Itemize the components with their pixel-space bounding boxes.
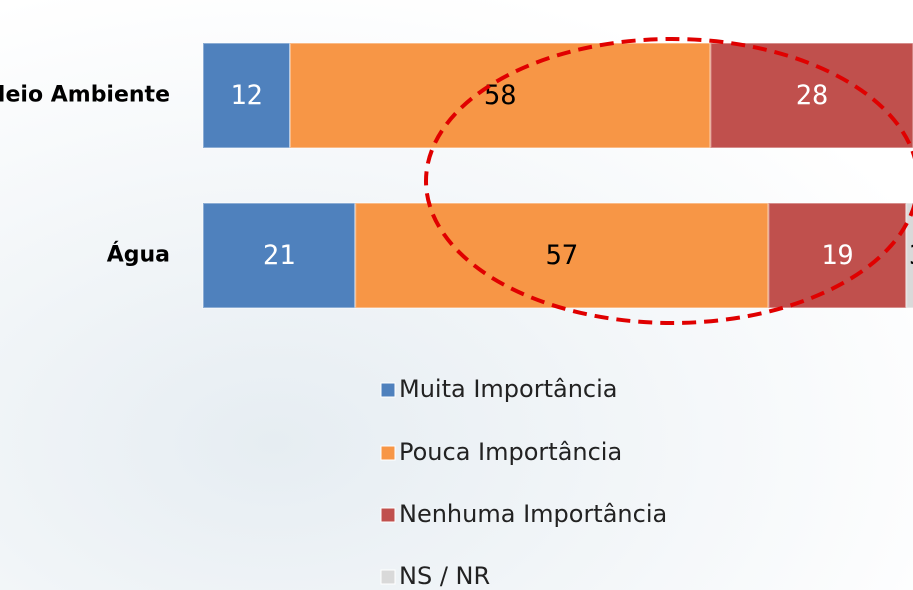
value-label: 19 bbox=[821, 240, 854, 271]
value-label: 3 bbox=[909, 240, 913, 271]
legend-label: Nenhuma Importância bbox=[399, 500, 667, 528]
legend-swatch bbox=[380, 445, 396, 461]
category-label: Meio Ambiente bbox=[0, 83, 170, 108]
highlight-ellipse bbox=[424, 37, 913, 325]
category-label: Água bbox=[107, 242, 170, 268]
bar-segment bbox=[354, 202, 770, 309]
legend-swatch bbox=[380, 569, 396, 585]
bar-segment bbox=[202, 42, 291, 149]
plot: Meio Ambiente1258282Água2157193Muita Imp… bbox=[0, 42, 913, 590]
bar-segment bbox=[709, 42, 913, 149]
legend-label: Muita Importância bbox=[399, 375, 617, 403]
value-label: 12 bbox=[230, 80, 263, 111]
legend-swatch bbox=[380, 382, 396, 398]
value-label: 28 bbox=[796, 80, 829, 111]
value-label: 21 bbox=[263, 240, 296, 271]
legend-label: Pouca Importância bbox=[399, 438, 622, 466]
bar-segment bbox=[289, 42, 712, 149]
legend-swatch bbox=[380, 507, 396, 523]
value-label: 57 bbox=[546, 240, 579, 271]
bar-segment bbox=[202, 202, 357, 309]
bar-segment bbox=[767, 202, 908, 309]
bar-segment bbox=[905, 202, 913, 309]
legend-label: NS / NR bbox=[399, 562, 490, 590]
